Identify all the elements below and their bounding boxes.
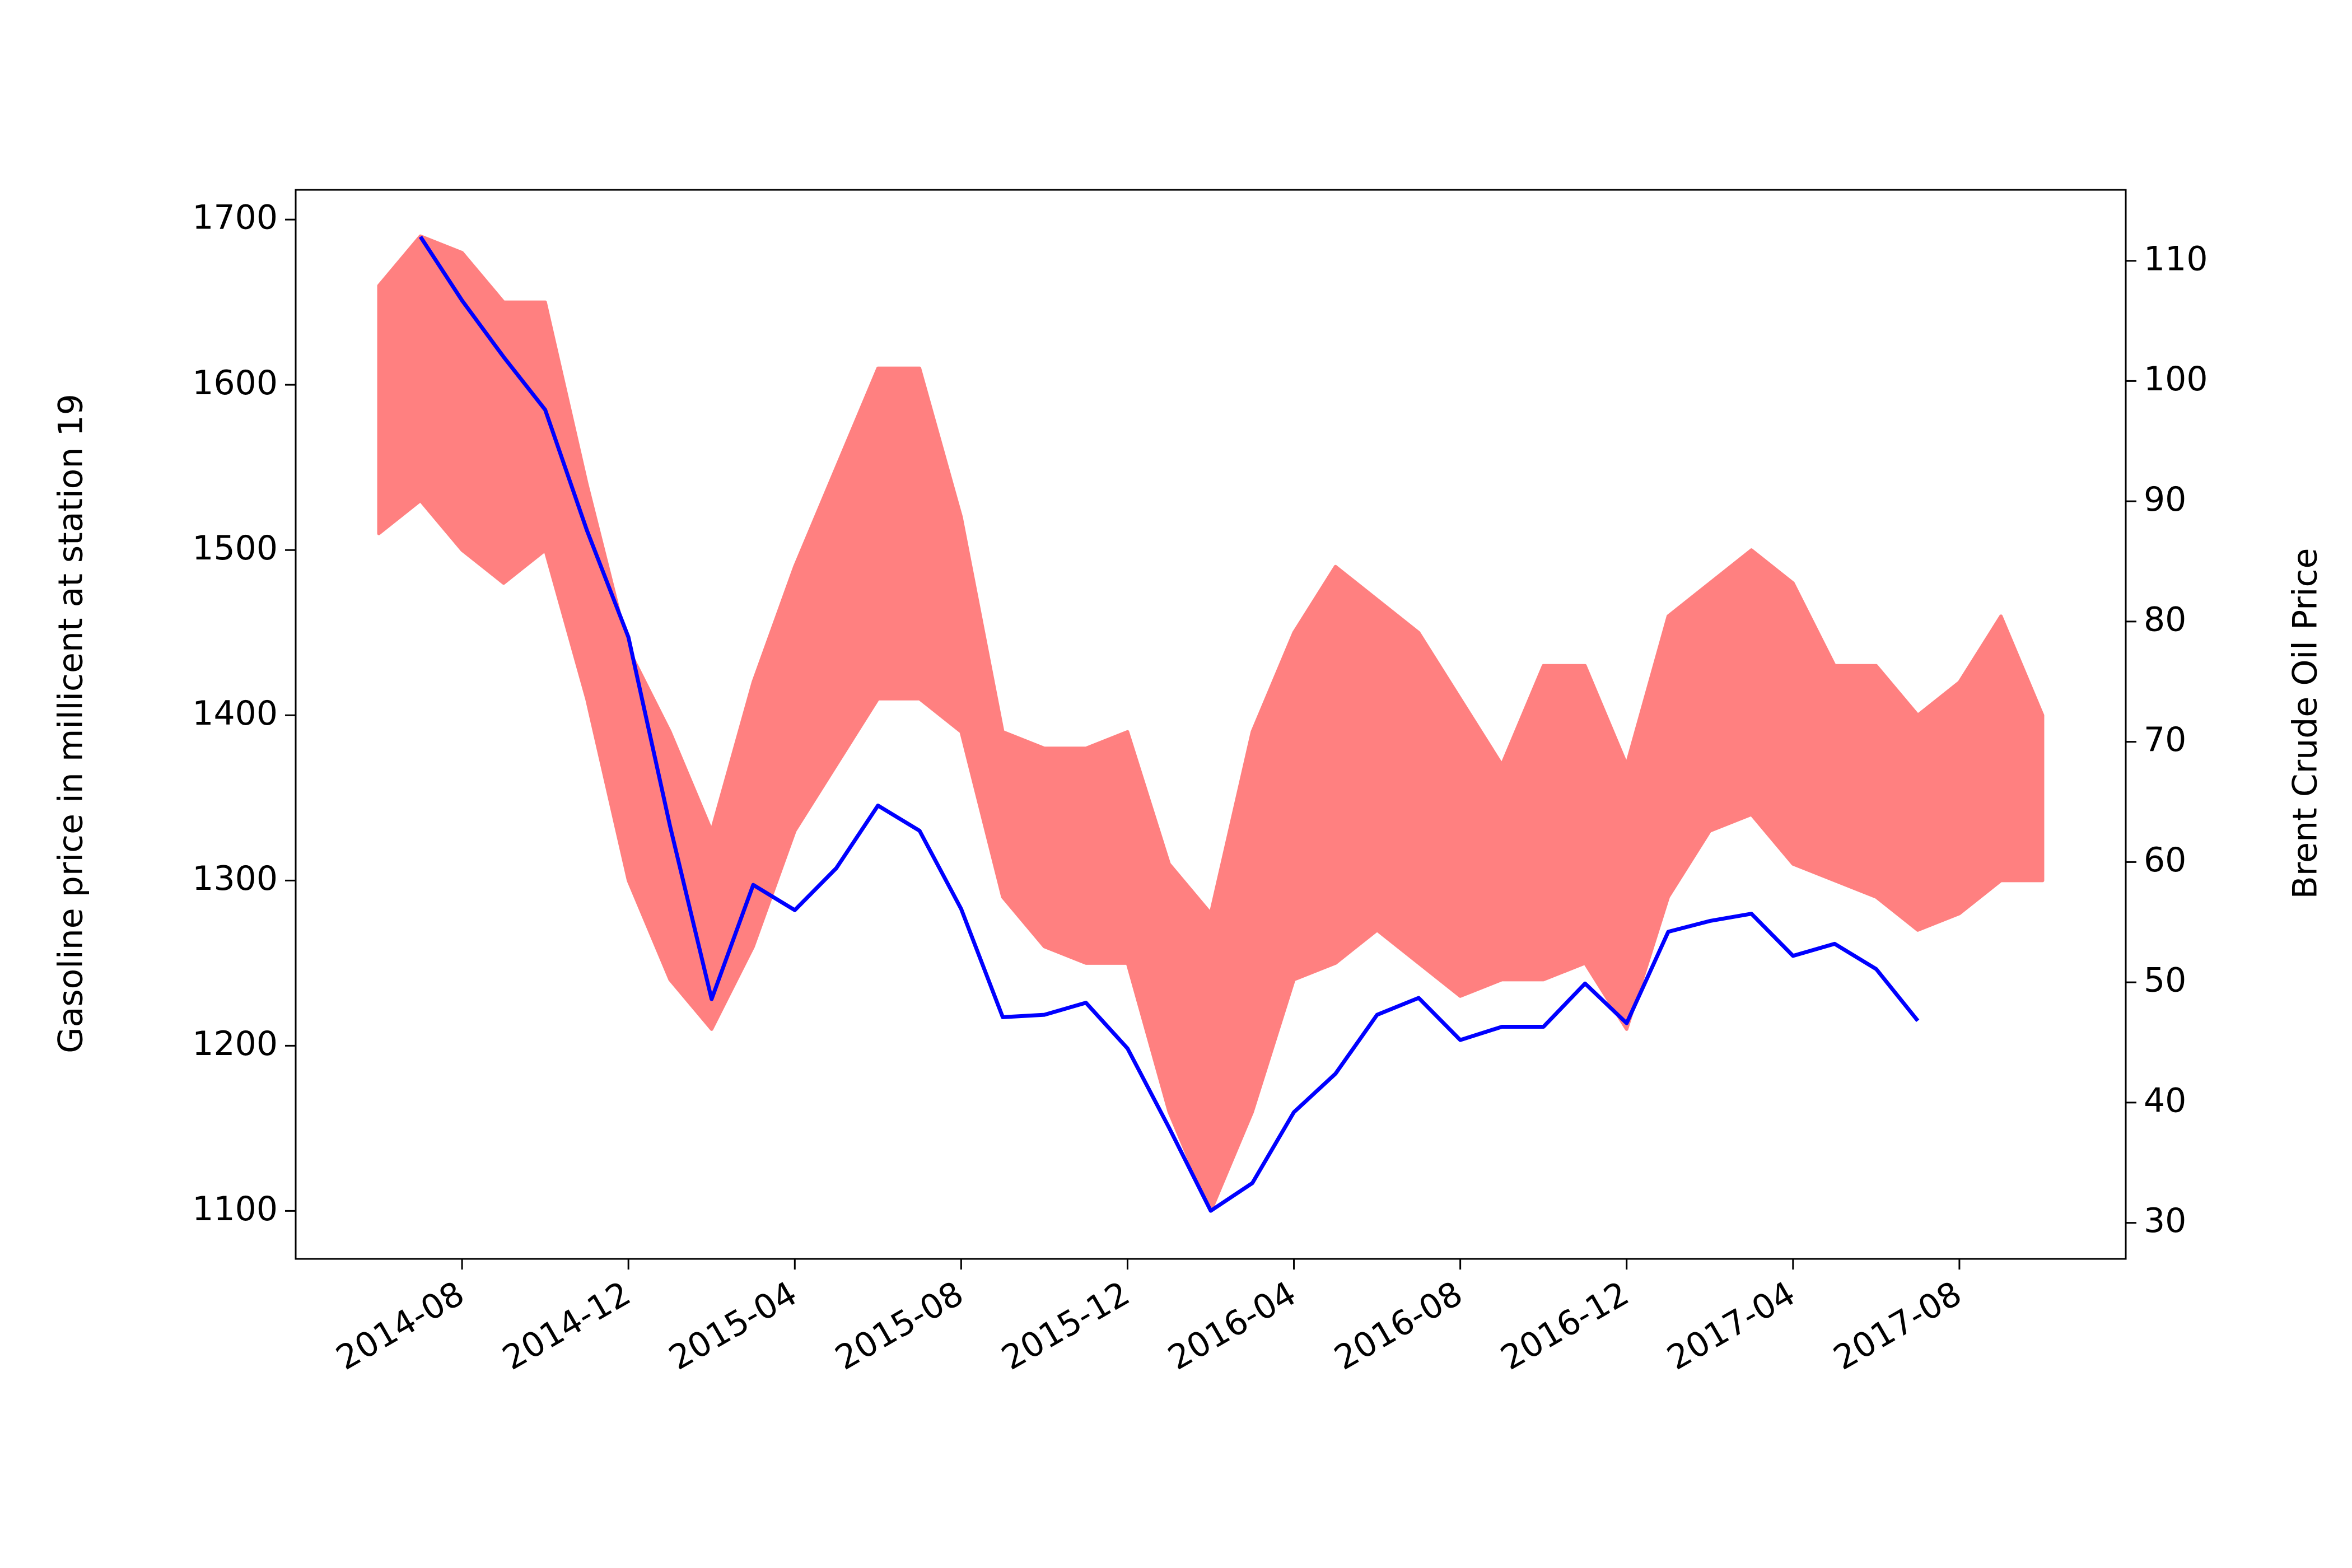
price-range <box>377 234 2045 1213</box>
y2-tick-label: 100 <box>2144 360 2208 399</box>
y2-axis-label: Brent Crude Oil Price <box>2286 548 2325 899</box>
y2-tick-label: 70 <box>2144 720 2186 759</box>
x-tick-label: 2015-12 <box>995 1274 1136 1378</box>
y-tick-label: 1500 <box>192 529 278 568</box>
y2-tick-label: 60 <box>2144 841 2186 880</box>
x-tick-label: 2016-04 <box>1161 1274 1303 1378</box>
x-tick-label: 2016-12 <box>1494 1274 1635 1378</box>
y-tick-label: 1100 <box>192 1189 278 1229</box>
y2-tick-label: 30 <box>2144 1201 2186 1240</box>
y-axis-label: Gasoline price in millicent at station 1… <box>52 394 91 1053</box>
x-tick-label: 2015-08 <box>829 1274 970 1378</box>
y-tick-label: 1300 <box>192 859 278 898</box>
plot-frame <box>295 189 2127 1260</box>
x-tick-label: 2016-08 <box>1328 1274 1469 1378</box>
y2-tick-label: 50 <box>2144 961 2186 1000</box>
x-tick-label: 2014-08 <box>330 1274 471 1378</box>
y2-tick-label: 90 <box>2144 480 2186 519</box>
oil-price-line <box>418 235 1920 1213</box>
y-tick-label: 1700 <box>192 198 278 237</box>
y2-tick-label: 40 <box>2144 1081 2186 1120</box>
x-tick-label: 2017-04 <box>1660 1274 1802 1378</box>
y2-tick-label: 110 <box>2144 239 2208 278</box>
y-tick-label: 1400 <box>192 694 278 733</box>
y-tick-label: 1600 <box>192 363 278 403</box>
x-tick-label: 2015-04 <box>662 1274 804 1378</box>
x-tick-label: 2014-12 <box>496 1274 637 1378</box>
y-tick-label: 1200 <box>192 1024 278 1063</box>
y2-tick-label: 80 <box>2144 600 2186 639</box>
x-tick-label: 2017-08 <box>1827 1274 1968 1378</box>
